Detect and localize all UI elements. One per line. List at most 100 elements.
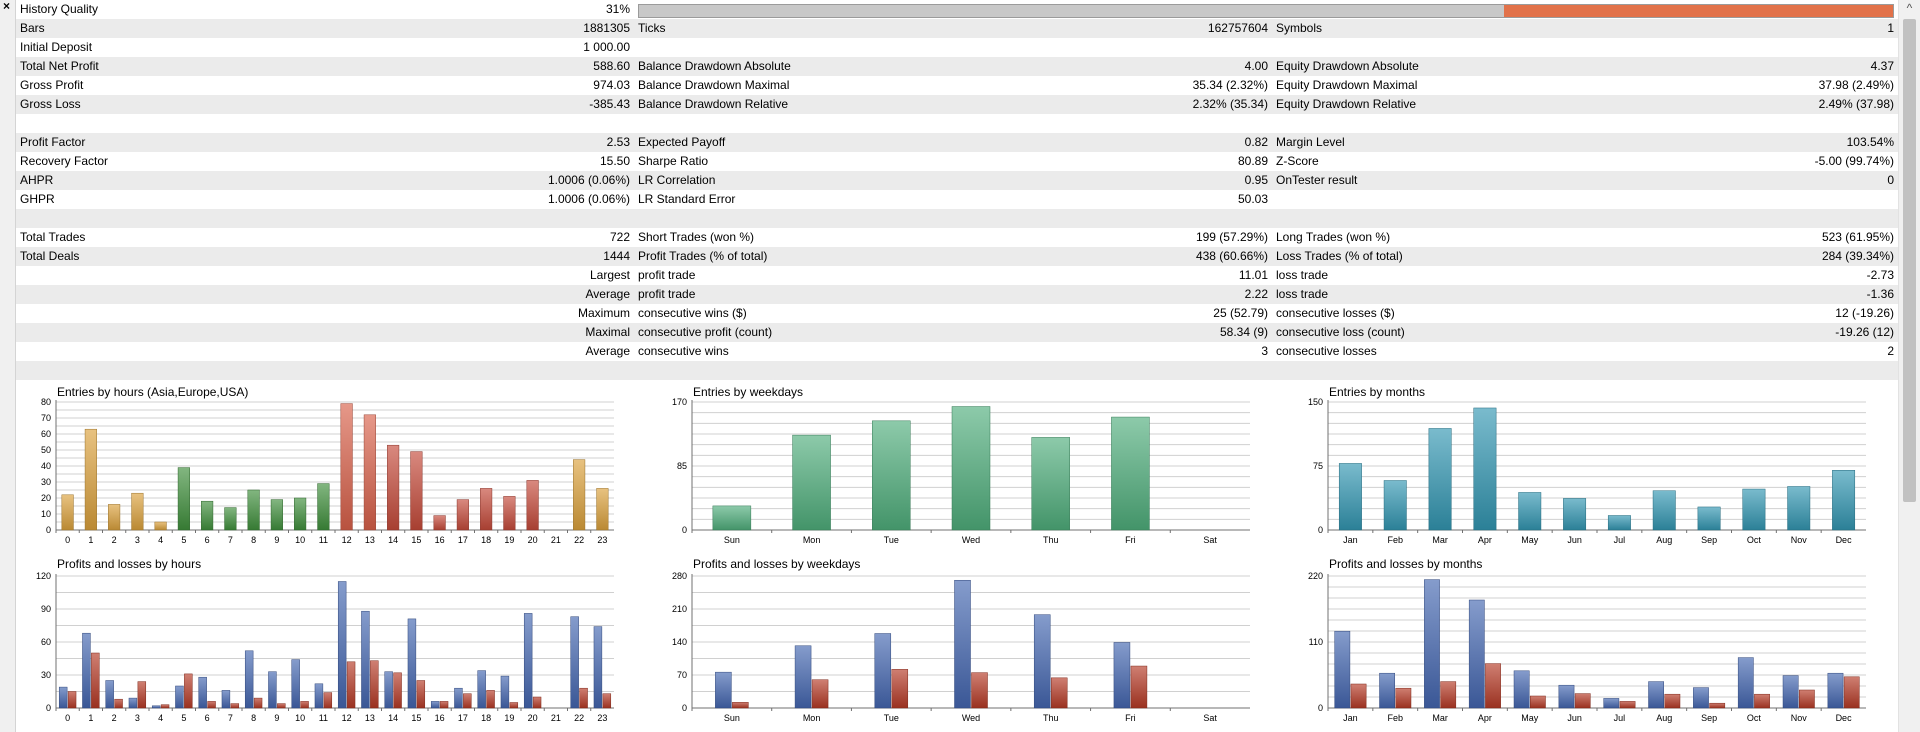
profit-bar [1033, 614, 1051, 709]
row-total-deals: Total Deals 1444 Profit Trades (% of tot… [16, 247, 1898, 266]
profit-bar [407, 618, 417, 709]
x-tick-label: 17 [458, 535, 468, 545]
profit-bar [794, 645, 812, 709]
y-tick-label: 120 [36, 571, 51, 581]
row-maximum: Maximum consecutive wins ($) 25 (52.79) … [16, 304, 1898, 323]
vertical-scrollbar[interactable]: ^ [1898, 0, 1920, 732]
value-equity-dd-rel: 2.49% (37.98) [1690, 95, 1898, 114]
profit-bar [337, 581, 347, 709]
loss-bar [811, 679, 829, 709]
label-total-net-profit: Total Net Profit [16, 57, 414, 76]
profit-bar [58, 686, 68, 709]
label-profit-trades: Profit Trades (% of total) [634, 247, 1052, 266]
label-average-profit: profit trade [634, 285, 1052, 304]
label-lr-std-error: LR Standard Error [638, 192, 736, 206]
x-tick-label: Aug [1656, 535, 1672, 545]
scroll-up-arrow-icon[interactable]: ^ [1906, 1, 1913, 15]
label-equity-dd-max: Equity Drawdown Maximal [1276, 78, 1418, 92]
label-symbols: Symbols [1272, 19, 1690, 38]
x-tick-label: Jul [1614, 535, 1626, 545]
loss-bar [253, 697, 263, 709]
value-ahpr: 1.0006 (0.06%) [414, 171, 634, 190]
value-sharpe-ratio: 80.89 [1237, 154, 1268, 168]
entries-bar [792, 434, 831, 531]
row-initial-deposit: Initial Deposit 1 000.00 [16, 38, 1898, 57]
loss-bar [67, 691, 77, 709]
loss-bar [439, 701, 449, 709]
x-tick-label: 6 [205, 713, 210, 723]
x-tick-label: 5 [181, 535, 186, 545]
chart-svg: 0 85 170 Sun Mon Tue Wed Thu Fri Sat [672, 397, 1250, 545]
stats-table: History Quality 31% Bars 1881305 Ticks 1… [16, 0, 1898, 380]
loss-bar [463, 693, 472, 709]
x-tick-label: 15 [411, 713, 421, 723]
value-margin-level: 103.54% [1690, 133, 1898, 152]
profit-bar [715, 671, 732, 709]
profit-bar [175, 685, 184, 709]
x-tick-label: 13 [365, 535, 375, 545]
entries-bar [573, 459, 586, 531]
x-tick-label: Mar [1432, 713, 1448, 723]
entries-bar [1787, 486, 1811, 531]
value-gross-profit: 974.03 [593, 78, 630, 92]
label-total-trades: Total Trades [20, 230, 86, 244]
label-initial-deposit: Initial Deposit [20, 40, 93, 54]
loss-bar [486, 690, 495, 709]
label-average-loss: loss trade [1272, 285, 1690, 304]
loss-bar [114, 698, 123, 709]
value-max-consec-wins: 25 (52.79) [1213, 306, 1268, 320]
profit-bar [954, 579, 971, 709]
loss-bar [1799, 689, 1815, 709]
loss-bar [160, 704, 170, 709]
label-equity-dd-rel: Equity Drawdown Relative [1272, 95, 1690, 114]
label-expected-payoff: Expected Payoff [634, 133, 1052, 152]
x-tick-label: 20 [528, 713, 538, 723]
y-tick-label: 80 [41, 397, 51, 407]
profit-bar [314, 683, 324, 709]
x-tick-label: 22 [574, 535, 584, 545]
entries-bar [387, 444, 400, 531]
scrollbar-thumb[interactable] [1903, 19, 1916, 502]
x-tick-label: 19 [504, 713, 514, 723]
profit-bar [1558, 684, 1575, 709]
label-average-consec: Average [585, 344, 630, 358]
value-balance-dd-rel: 2.32% (35.34) [1052, 95, 1272, 114]
entries-bar [340, 403, 353, 531]
entries-bar [526, 480, 539, 531]
row-average-consec: Average consecutive wins 3 consecutive l… [16, 342, 1898, 361]
profit-bar [1737, 657, 1754, 709]
label-lr-correlation: LR Correlation [634, 171, 1052, 190]
y-tick-label: 150 [1308, 397, 1323, 407]
row-gross-loss: Gross Loss -385.43 Balance Drawdown Rela… [16, 95, 1898, 114]
entries-bar [363, 414, 376, 531]
profit-bar [268, 671, 277, 709]
history-quality-cell [634, 0, 1898, 19]
x-tick-label: 11 [319, 535, 328, 545]
y-tick-label: 30 [41, 670, 51, 680]
x-tick-label: Thu [1043, 535, 1059, 545]
profit-bar [523, 613, 533, 709]
entries-bar [1832, 470, 1856, 531]
row-spacer-1 [16, 114, 1898, 133]
chart-profits-losses-by-hours: Profits and losses by hours 0 30 60 90 120 0 1… [16, 554, 636, 726]
profit-bar [454, 687, 463, 709]
close-icon[interactable]: × [3, 0, 11, 13]
entries-bar [872, 420, 911, 531]
label-short-trades: Short Trades (won %) [638, 230, 755, 244]
profit-bar [1468, 599, 1485, 709]
value-gross-loss: -385.43 [414, 95, 634, 114]
x-tick-label: Aug [1656, 713, 1672, 723]
x-tick-label: Thu [1043, 713, 1059, 723]
profit-bar [874, 633, 892, 709]
loss-bar [1709, 702, 1726, 709]
row-profit-factor: Profit Factor 2.53 Expected Payoff 0.82 … [16, 133, 1898, 152]
x-tick-label: 23 [597, 713, 607, 723]
x-tick-label: 21 [551, 713, 561, 723]
row-largest: Largest profit trade 11.01 loss trade -2… [16, 266, 1898, 285]
loss-bar [1050, 677, 1068, 709]
label-balance-dd-rel: Balance Drawdown Relative [634, 95, 1052, 114]
value-largest-loss: -2.73 [1866, 268, 1894, 282]
label-ticks: Ticks [634, 19, 1052, 38]
x-tick-label: 3 [135, 535, 140, 545]
